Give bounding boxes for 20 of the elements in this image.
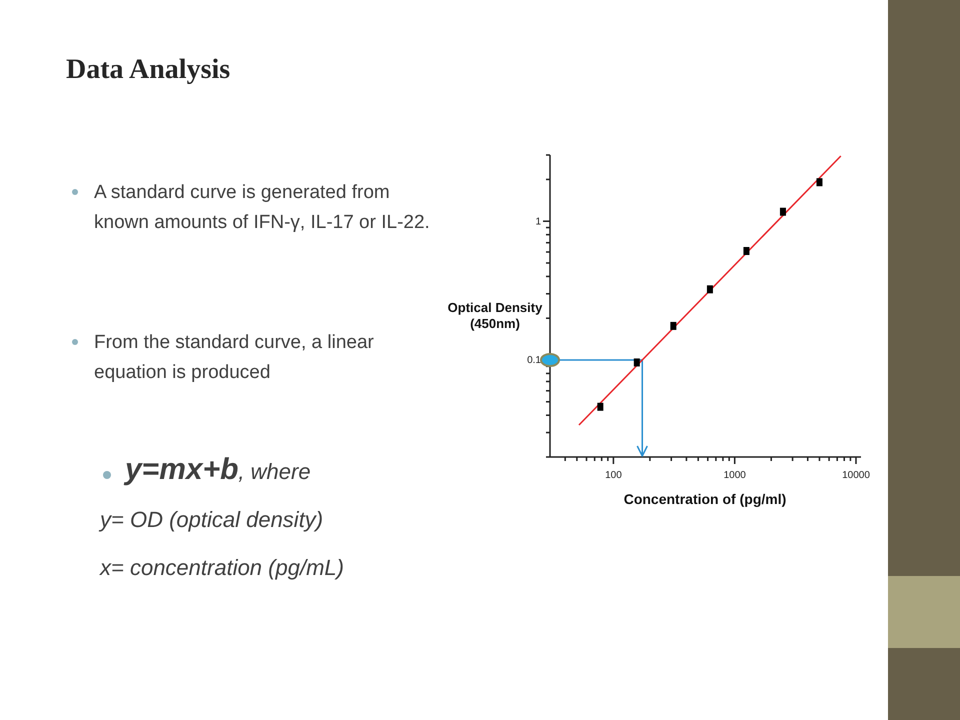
text: A standard curve is generated from known amounts of IFN-γ, IL-17 or IL-22. <box>94 181 431 235</box>
text: From the standard curve, a linear equation is produced <box>94 331 375 385</box>
point <box>780 208 786 216</box>
text: y= OD (optical density) <box>100 506 324 534</box>
text: Data Analysis <box>66 54 230 86</box>
y-axis-title: Optical Density (450nm) <box>448 300 544 331</box>
point <box>706 285 713 294</box>
x-tick-label: 10000 <box>842 470 870 481</box>
x-axis-title: Concentration of (pg/ml) <box>624 491 786 507</box>
point <box>597 402 604 411</box>
point <box>816 178 822 186</box>
point <box>743 247 750 256</box>
x-tick-label: 1000 <box>724 470 746 481</box>
x-tick-label: 100 <box>605 470 622 481</box>
text: x= concentration (pg/mL) <box>100 554 344 582</box>
text: y=mx+b, where <box>125 453 311 487</box>
point <box>670 322 676 330</box>
y-tick-label: 1 <box>535 216 542 228</box>
point <box>634 358 640 366</box>
y-tick-label: 0.1 <box>527 355 542 366</box>
